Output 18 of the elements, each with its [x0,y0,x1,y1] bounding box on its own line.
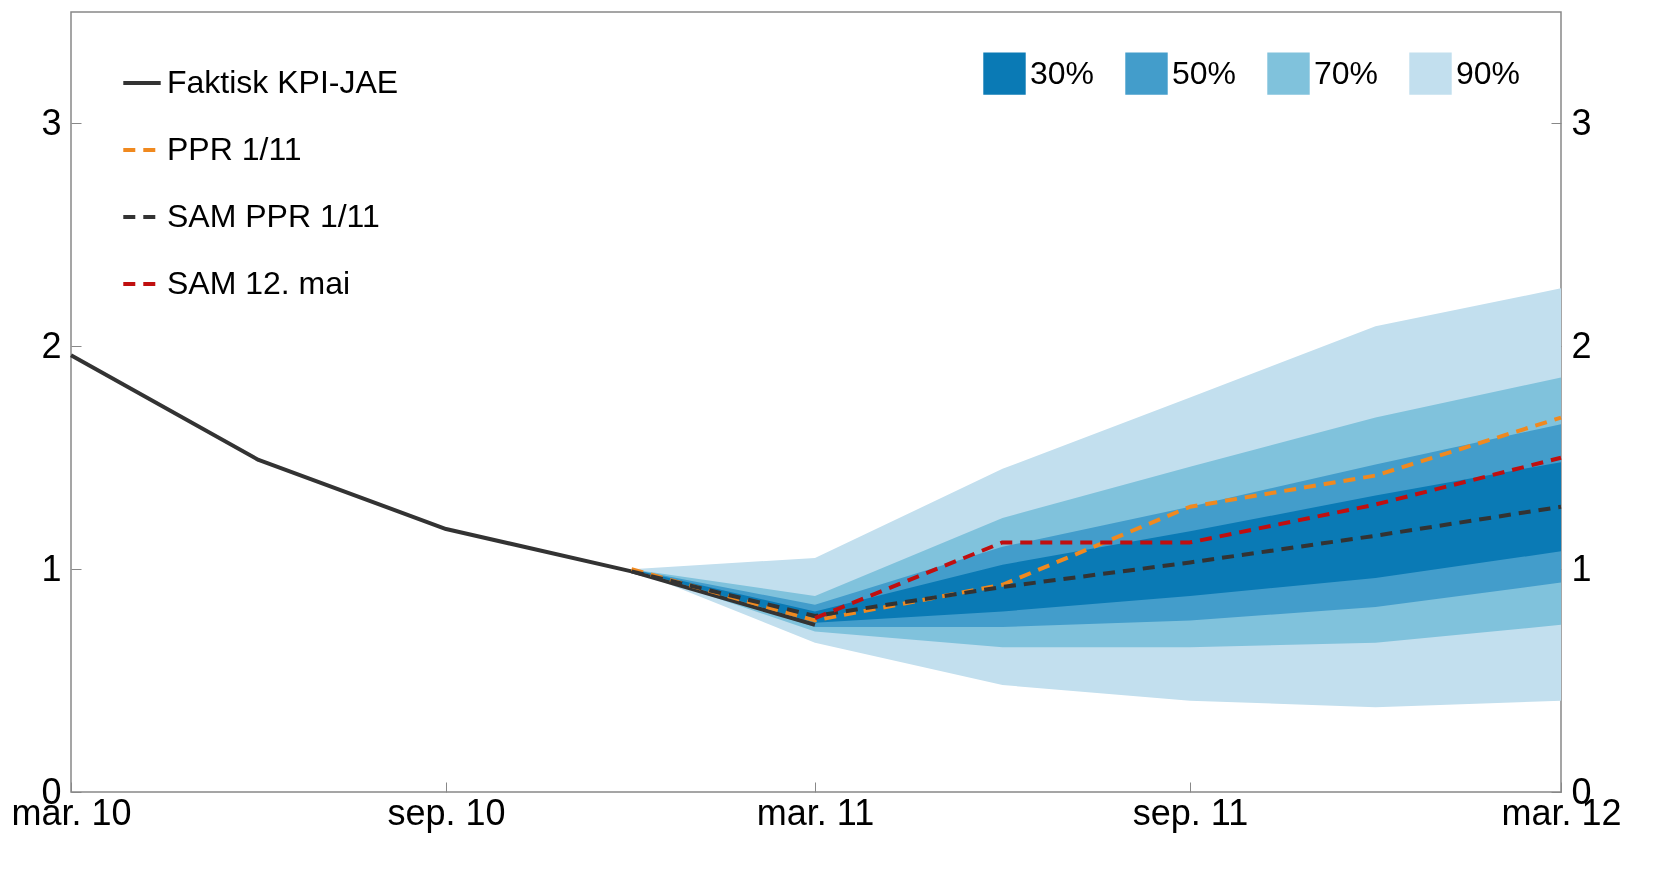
legend-label: PPR 1/11 [167,131,302,167]
legend-label: Faktisk KPI-JAE [167,64,399,100]
legend-label: 50% [1172,54,1237,91]
y2-tick-label: 1 [1571,547,1592,589]
x-tick-label: sep. 10 [387,791,506,833]
legend-label: SAM 12. mai [167,265,351,301]
legend-label: SAM PPR 1/11 [167,198,380,234]
x-tick-label: sep. 11 [1132,791,1249,833]
legend-label: 90% [1456,54,1521,91]
y2-tick-label: 3 [1571,101,1592,143]
y-tick-label: 2 [41,324,62,366]
y-tick-label: 3 [41,101,62,143]
x-tick-label: mar. 11 [756,791,875,833]
legend-label: 30% [1030,54,1095,91]
legend-label: 70% [1314,54,1379,91]
y-tick-label: 1 [41,547,62,589]
line-series [812,455,1563,621]
y2-tick-label: 2 [1571,324,1592,366]
